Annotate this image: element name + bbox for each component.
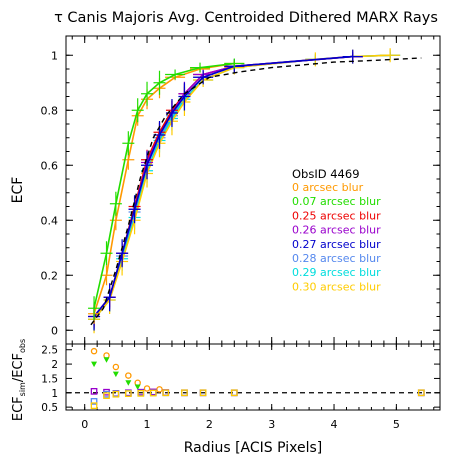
main-y-axis-label: ECF	[10, 177, 26, 204]
ratio-marker-4	[90, 402, 98, 410]
main-series-group	[88, 48, 401, 334]
ratio-plot-frame	[65, 343, 441, 411]
ratio-axis-ticks: 0 1 2 3 4 5 0.5 1 1.5 2 2.5	[41, 344, 440, 431]
observed-ecf-curve	[90, 57, 422, 326]
main-axis-ticks: 0 0.2 0.4 0.6 0.8 1	[41, 36, 440, 344]
main-y-tick-label: 0	[51, 324, 58, 337]
ratio-y-tick-label: 2	[51, 359, 58, 371]
x-tick-label: 4	[331, 418, 338, 431]
x-tick-label: 0	[81, 418, 88, 431]
ratio-y-tick-label: 1	[51, 388, 58, 400]
ratio-panel: 0 1 2 3 4 5 0.5 1 1.5 2 2.5 ECFsim/ECFobs Radius […	[11, 339, 441, 456]
ratio-y-tick-label: 1.5	[41, 373, 58, 385]
ratio-marker-2	[90, 387, 98, 395]
ecf-series-line-7	[93, 62, 235, 309]
legend-entry-5: 0.28 arcsec blur	[292, 252, 381, 265]
x-tick-label: 5	[393, 418, 400, 431]
ratio-marker-1	[91, 361, 98, 368]
ratio-ylabel-ecf: ECF	[11, 396, 26, 421]
ratio-ylabel-sub-sim: sim	[18, 382, 27, 396]
ratio-marker-4	[181, 389, 188, 397]
x-tick-label: 3	[268, 418, 275, 431]
main-y-tick-label: 0.4	[41, 214, 59, 227]
x-tick-label: 1	[144, 418, 151, 431]
legend-entry-1: 0.07 arcsec blur	[292, 195, 381, 208]
ratio-y-axis-label: ECFsim/ECFobs	[11, 339, 27, 421]
ratio-marker-1	[103, 357, 110, 363]
legend-entry-3: 0.26 arcsec blur	[292, 224, 381, 237]
ratio-marker-4	[230, 389, 238, 397]
ecf-series-line-6	[93, 62, 235, 315]
ratio-marker-0	[143, 385, 151, 392]
ratio-marker-4	[162, 389, 170, 397]
ratio-marker-4	[112, 390, 120, 398]
legend-entry-7: 0.30 arcsec blur	[292, 280, 381, 293]
ratio-marker-4	[124, 390, 132, 397]
ratio-marker-1	[125, 380, 132, 386]
ratio-marker-4	[199, 389, 207, 397]
ratio-marker-4	[103, 392, 110, 400]
ratio-marker-4	[149, 389, 157, 397]
x-axis-label: Radius [ACIS Pixels]	[184, 440, 323, 456]
ratio-marker-1	[112, 371, 119, 378]
main-y-tick-label: 0.6	[41, 159, 59, 172]
main-y-tick-label: 1	[51, 49, 58, 62]
main-y-tick-label: 0.8	[41, 104, 59, 117]
main-panel: 0 0.2 0.4 0.6 0.8 1 ECF ObsID 4469 0 arcsec b…	[10, 35, 441, 345]
ratio-y-tick-label: 0.5	[41, 402, 58, 414]
legend-entry-2: 0.25 arcsec blur	[292, 209, 381, 222]
main-y-tick-label: 0.2	[41, 269, 59, 282]
legend-entry-4: 0.27 arcsec blur	[292, 238, 381, 251]
ratio-ylabel-sub-obs: obs	[18, 339, 27, 353]
ratio-series-group	[90, 347, 425, 410]
legend-title: ObsID 4469	[292, 167, 360, 181]
ratio-marker-4	[137, 390, 145, 397]
legend-entry-0: 0 arcsec blur	[292, 181, 364, 194]
ratio-marker-0	[156, 386, 163, 393]
ratio-marker-0	[125, 372, 132, 379]
ratio-ylabel-slash-ecf: /ECF	[11, 353, 26, 382]
ratio-marker-3	[90, 398, 98, 405]
ratio-marker-1	[134, 384, 141, 391]
ratio-y-tick-label: 2.5	[41, 345, 58, 357]
legend-entry-6: 0.29 arcsec blur	[292, 266, 381, 279]
ratio-marker-4	[417, 389, 425, 397]
x-tick-label: 2	[206, 418, 213, 431]
chart-title: τ Canis Majoris Avg. Centroided Dithered…	[54, 10, 438, 26]
ratio-marker-0	[112, 363, 120, 371]
ratio-marker-0	[90, 347, 98, 355]
